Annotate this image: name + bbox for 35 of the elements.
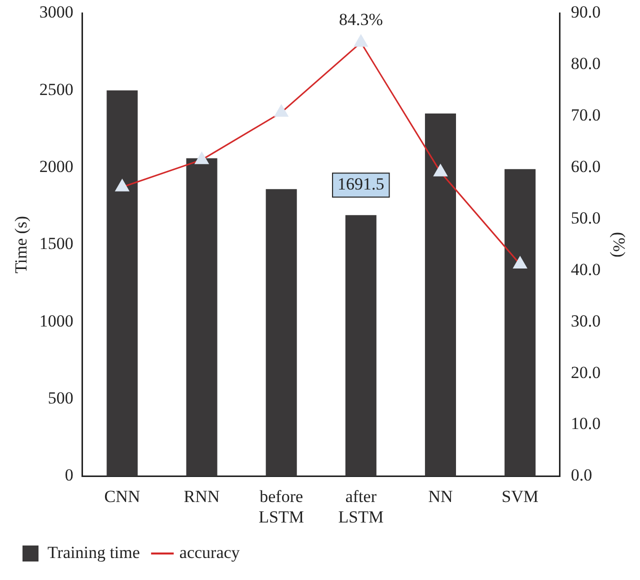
y2-axis-title: (%): [609, 232, 628, 258]
y-tick-label: 500: [48, 388, 74, 408]
y2-tick-label: 20.0: [570, 362, 601, 382]
y2-tick-label: 90.0: [570, 2, 601, 22]
x-tick-label: SVM: [502, 486, 538, 506]
y-tick-label: 2500: [39, 80, 74, 99]
y2-tick-label: 80.0: [570, 54, 601, 74]
bar: [186, 158, 218, 476]
data-label: 84.3%: [338, 10, 383, 29]
y-tick-label: 3000: [39, 2, 74, 22]
y-tick-label: 1000: [39, 311, 74, 330]
bar: [266, 189, 297, 476]
data-label: 1691.5: [338, 174, 384, 194]
y2-tick-label: 40.0: [570, 260, 601, 279]
y-tick-label: 2000: [39, 157, 74, 176]
y-axis-title: Time (s): [12, 216, 31, 274]
x-tick-label: after LSTM: [338, 486, 384, 526]
x-tick-label: RNN: [184, 486, 220, 506]
y2-tick-label: 10.0: [570, 414, 601, 434]
y-tick-label: 0: [64, 466, 74, 485]
legend-label: Training time: [48, 542, 140, 562]
legend-label: accuracy: [179, 542, 240, 562]
y2-tick-label: 70.0: [570, 106, 601, 125]
x-tick-label: before LSTM: [258, 486, 304, 526]
y-tick-label: 1500: [39, 234, 74, 254]
bar: [504, 169, 536, 476]
y2-tick-label: 60.0: [570, 157, 601, 176]
x-tick-label: CNN: [104, 486, 140, 506]
y2-tick-label: 0.0: [570, 466, 592, 485]
y2-tick-label: 30.0: [570, 311, 601, 330]
bar: [106, 90, 138, 476]
bar: [424, 114, 456, 476]
bar: [345, 215, 376, 476]
x-tick-label: NN: [428, 486, 453, 506]
y2-tick-label: 50.0: [570, 208, 601, 228]
